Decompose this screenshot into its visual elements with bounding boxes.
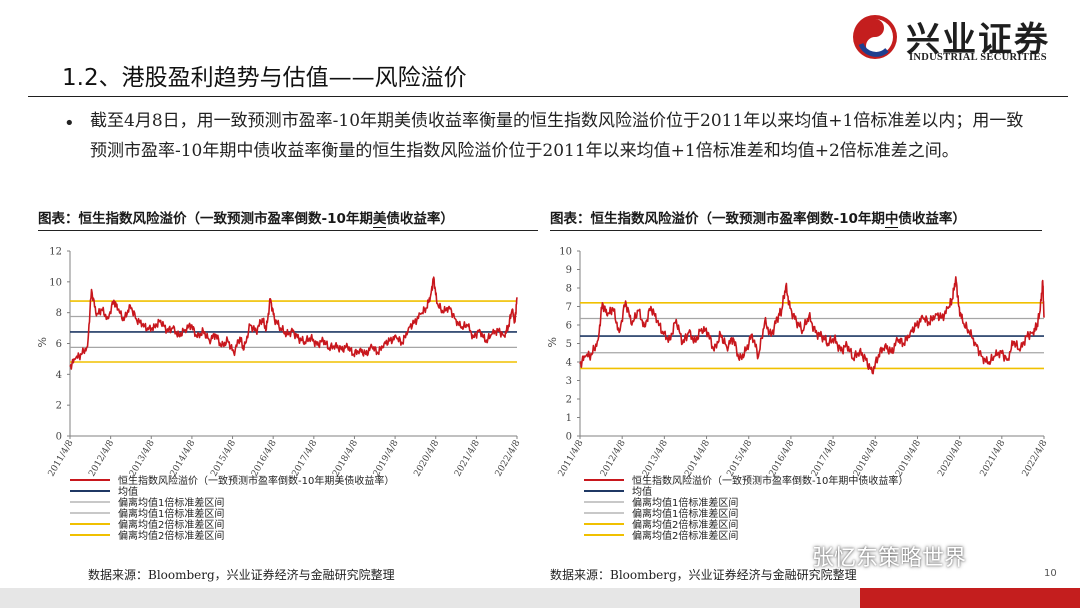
x-tick-label: 2011/4/8 [557, 438, 586, 478]
x-tick-label: 2016/4/8 [768, 438, 797, 478]
footer-bar [0, 588, 1080, 608]
y-tick-label: 12 [49, 247, 62, 258]
chart-title-cn: 图表：恒生指数风险溢价（一致预测市盈率倒数-10年期中债收益率） [550, 207, 966, 228]
legend-label: 偏离均值2倍标准差区间 [632, 518, 738, 531]
legend-label: 偏离均值2倍标准差区间 [118, 518, 224, 531]
legend-label: 偏离均值1倍标准差区间 [118, 496, 224, 509]
chart-title-cn-post: 债收益率） [898, 211, 966, 227]
risk-premium-chart-cn: 0 1 2 3 4 5 6 7 8 9 10% 2011/4/8 2012/4/8 2013/4/8 201… [546, 247, 1050, 543]
y-tick-label: 2 [56, 401, 62, 412]
legend-label: 恒生指数风险溢价（一致预测市盈率倒数-10年期美债收益率） [118, 474, 394, 487]
chart-title-us-underlined: 美 [372, 211, 387, 228]
chart-title-us-post: 债收益率） [386, 211, 454, 227]
legend-label: 均值 [632, 485, 652, 498]
logo-mark-icon [853, 15, 897, 59]
chart-title-cn-pre: 图表：恒生指数风险溢价（一致预测市盈率倒数-10年期 [550, 211, 885, 227]
brand-logo: 兴业证券 INDUSTRIAL SECURITIES [852, 12, 1068, 66]
x-tick-label: 2021/4/8 [979, 438, 1008, 478]
chart-title-us: 图表：恒生指数风险溢价（一致预测市盈率倒数-10年期美债收益率） [38, 207, 454, 228]
x-tick-label: 2015/4/8 [725, 438, 754, 478]
y-tick-label: 0 [56, 432, 62, 443]
logo-english-name: INDUSTRIAL SECURITIES [909, 52, 1047, 63]
risk-premium-series-line [69, 276, 518, 370]
title-divider [28, 96, 1068, 97]
y-tick-label: 8 [56, 308, 62, 319]
chart-legend: 恒生指数风险溢价（一致预测市盈率倒数-10年期美债收益率）均值偏离均值1倍标准差… [70, 474, 394, 542]
legend-label: 均值 [118, 485, 138, 498]
source-note-us: 数据来源：Bloomberg，兴业证券经济与金融研究院整理 [88, 568, 395, 582]
chart-title-cn-divider [550, 230, 1042, 231]
x-tick-label: 2014/4/8 [683, 438, 712, 478]
page-number: 10 [1044, 568, 1057, 579]
y-tick-label: 4 [566, 358, 572, 369]
legend-label: 偏离均值1倍标准差区间 [632, 496, 738, 509]
x-tick-label: 2013/4/8 [641, 438, 670, 478]
summary-text: 截至4月8日，用一致预测市盈率-10年期美债收益率衡量的恒生指数风险溢价位于20… [90, 111, 1024, 161]
y-axis-label: % [546, 337, 559, 347]
x-tick-label: 2020/4/8 [936, 438, 965, 478]
y-tick-label: 1 [566, 413, 572, 424]
y-tick-label: 3 [566, 376, 572, 387]
y-tick-label: 5 [566, 339, 572, 350]
legend-label: 恒生指数风险溢价（一致预测市盈率倒数-10年期中债收益率） [632, 474, 908, 487]
legend-label: 偏离均值1倍标准差区间 [118, 507, 224, 520]
y-tick-label: 9 [566, 265, 572, 276]
y-tick-label: 7 [566, 302, 572, 313]
legend-label: 偏离均值1倍标准差区间 [632, 507, 738, 520]
logo-chinese-name: 兴业证券 [906, 20, 1050, 60]
y-axis-label: % [36, 337, 49, 347]
legend-label: 偏离均值2倍标准差区间 [632, 529, 738, 542]
y-tick-label: 6 [56, 339, 62, 350]
source-note-cn: 数据来源：Bloomberg，兴业证券经济与金融研究院整理 [550, 568, 857, 582]
x-tick-label: 2022/4/8 [1021, 438, 1050, 478]
chart-legend: 恒生指数风险溢价（一致预测市盈率倒数-10年期中债收益率）均值偏离均值1倍标准差… [584, 474, 908, 542]
x-tick-label: 2017/4/8 [810, 438, 839, 478]
x-tick-label: 2019/4/8 [894, 438, 923, 478]
y-tick-label: 8 [566, 284, 572, 295]
x-tick-label: 2018/4/8 [852, 438, 881, 478]
y-tick-label: 4 [56, 370, 62, 381]
legend-label: 偏离均值2倍标准差区间 [118, 529, 224, 542]
page-title: 1.2、港股盈利趋势与估值——风险溢价 [62, 65, 467, 91]
y-tick-label: 10 [49, 277, 62, 288]
watermark-text: 张忆东策略世界 [812, 546, 967, 571]
y-tick-label: 2 [566, 395, 572, 406]
bullet-marker: • [64, 113, 75, 134]
x-tick-label: 2012/4/8 [599, 438, 628, 478]
chart-title-us-pre: 图表：恒生指数风险溢价（一致预测市盈率倒数-10年期 [38, 211, 373, 227]
y-tick-label: 6 [566, 321, 572, 332]
chart-title-us-divider [38, 230, 538, 231]
y-tick-label: 0 [566, 432, 572, 443]
risk-premium-series-line [579, 276, 1045, 375]
chart-title-cn-underlined: 中 [884, 211, 899, 228]
footer-accent-bar [860, 588, 1080, 608]
y-tick-label: 10 [559, 247, 572, 258]
